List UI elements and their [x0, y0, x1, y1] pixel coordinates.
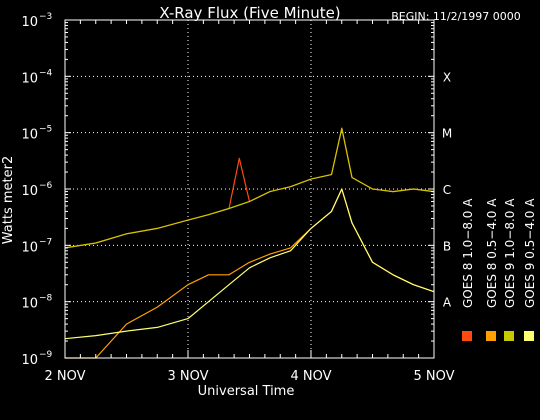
x-axis-label: Universal Time — [198, 384, 295, 399]
axis-ticks: 10 −910 −810 −710 −610 −510 −410 −32 NOV 3 NOV 4 … — [21, 12, 454, 384]
legend-swatch — [486, 331, 496, 341]
y-tick-label: 10 — [21, 297, 38, 312]
y-tick-label: 10 — [21, 128, 38, 143]
legend-swatch — [504, 331, 514, 341]
legend-label: GOES 9 0.5−4.0 A — [523, 198, 537, 308]
y-tick-exponent: −3 — [39, 12, 52, 22]
begin-date-label: BEGIN: 11/2/1997 0000 — [391, 10, 521, 23]
series-line-3 — [64, 127, 435, 249]
y-tick-exponent: −9 — [39, 350, 53, 360]
series-group — [64, 127, 435, 359]
y-tick-label: 10 — [21, 353, 38, 368]
legend: GOES 8 1.0−8.0 A GOES 8 0.5−4.0 A GOES 9 1… — [461, 198, 537, 341]
legend-swatch — [524, 331, 534, 341]
y-tick-label: 10 — [21, 184, 38, 199]
y-tick-exponent: −4 — [39, 68, 53, 78]
y-tick-label: 10 — [21, 15, 38, 30]
y-tick-label: 10 — [21, 71, 38, 86]
legend-swatch — [462, 331, 472, 341]
flare-class-label: B — [443, 239, 451, 253]
x-tick-label: 3 NOV — [167, 369, 208, 384]
chart-title: X-Ray Flux (Five Minute) — [159, 4, 340, 22]
flare-class-label: A — [443, 296, 452, 310]
series-line-4 — [64, 188, 435, 340]
y-tick-exponent: −7 — [39, 237, 52, 247]
flare-class-label: M — [442, 127, 452, 141]
flare-class-label: C — [443, 183, 451, 197]
flare-class-label: X — [443, 70, 451, 84]
legend-label: GOES 9 1.0−8.0 A — [503, 198, 517, 308]
x-tick-label: 2 NOV — [44, 369, 85, 384]
y-tick-exponent: −5 — [39, 125, 52, 135]
grid — [65, 20, 434, 358]
y-tick-exponent: −6 — [39, 181, 53, 191]
y-tick-label: 10 — [21, 240, 38, 255]
legend-label: GOES 8 0.5−4.0 A — [485, 198, 499, 308]
y-axis-label: Watts meter2 — [1, 156, 16, 244]
x-tick-label: 4 NOV — [290, 369, 331, 384]
y-tick-exponent: −8 — [39, 294, 53, 304]
x-tick-label: 5 NOV — [413, 369, 454, 384]
legend-label: GOES 8 1.0−8.0 A — [461, 198, 475, 308]
